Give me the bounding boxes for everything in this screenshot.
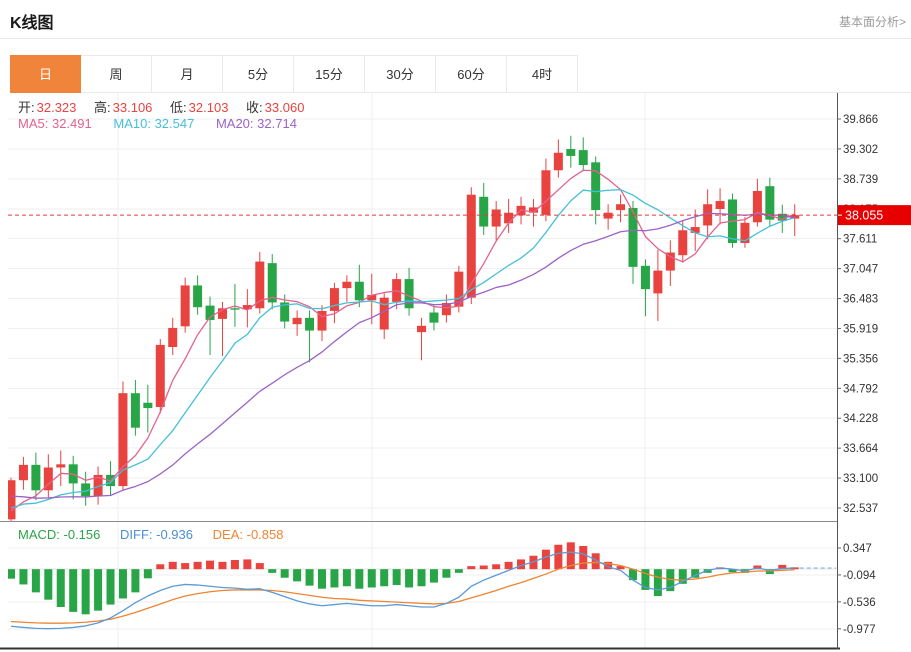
macd-legend: MACD: -0.156 DIFF: -0.936 DEA: -0.858 <box>18 527 299 542</box>
diff-label: DIFF: <box>120 527 153 542</box>
tab-15分[interactable]: 15分 <box>294 55 365 93</box>
diff-pair: DIFF: -0.936 <box>120 527 193 542</box>
ma-legend: MA5: 32.491 MA10: 32.547 MA20: 32.714 <box>18 116 315 131</box>
svg-text:37.047: 37.047 <box>843 264 878 276</box>
ma20-line <box>10 212 795 499</box>
close-value: 33.060 <box>264 100 305 115</box>
fundamental-analysis-link[interactable]: 基本面分析> <box>838 15 906 29</box>
tab-月[interactable]: 月 <box>152 55 223 93</box>
ma20-label: MA20: <box>215 116 254 131</box>
svg-text:37.611: 37.611 <box>843 234 877 246</box>
gridlines <box>8 93 837 648</box>
timeframe-tabs: 日周月 5分 15分 30分 60分 4时 <box>10 55 911 93</box>
high-value: 33.106 <box>112 100 153 115</box>
svg-text:34.228: 34.228 <box>843 413 878 425</box>
ma10-pair: MA10: 32.547 <box>113 116 194 131</box>
svg-text:-0.977: -0.977 <box>843 624 876 636</box>
high-label: 高: <box>94 100 111 115</box>
dea-label: DEA: <box>212 527 243 542</box>
macd-label: MACD: <box>18 527 60 542</box>
close-label: 收: <box>246 100 263 115</box>
header: K线图 基本面分析> <box>0 0 911 39</box>
svg-text:38.055: 38.055 <box>845 209 883 223</box>
ma5-line <box>10 169 795 512</box>
open-value: 32.323 <box>36 100 77 115</box>
tab-5分[interactable]: 5分 <box>223 55 294 93</box>
macd-panel <box>8 542 836 630</box>
svg-text:0.347: 0.347 <box>843 543 872 555</box>
tab-60分[interactable]: 60分 <box>436 55 507 93</box>
tab-周[interactable]: 周 <box>81 55 152 93</box>
tab-日[interactable]: 日 <box>10 55 81 93</box>
svg-text:33.664: 33.664 <box>843 443 879 455</box>
tab-30分[interactable]: 30分 <box>365 55 436 93</box>
price-axis-labels: 39.86639.30238.73938.17537.61137.04736.4… <box>837 114 879 636</box>
svg-text:39.302: 39.302 <box>843 144 878 156</box>
ma5-label: MA5: <box>18 116 49 131</box>
low-value: 32.103 <box>188 100 229 115</box>
axes <box>0 93 840 650</box>
diff-value: -0.936 <box>156 527 194 542</box>
svg-text:39.866: 39.866 <box>843 114 878 126</box>
tab-4时[interactable]: 4时 <box>507 55 578 93</box>
svg-text:33.100: 33.100 <box>843 473 878 485</box>
svg-text:38.739: 38.739 <box>843 174 878 186</box>
ohlc-legend: 开: 32.323 高: 33.106 低: 32.103 收: 33.060 <box>18 97 318 116</box>
main-price-panel <box>8 135 800 521</box>
ma20-pair: MA20: 32.714 <box>216 116 297 131</box>
svg-text:-0.536: -0.536 <box>843 597 876 609</box>
svg-text:35.356: 35.356 <box>843 353 878 365</box>
svg-text:34.792: 34.792 <box>843 383 878 395</box>
svg-text:36.483: 36.483 <box>843 294 878 306</box>
dea-pair: DEA: -0.858 <box>213 527 284 542</box>
page-title: K线图 <box>10 15 54 32</box>
tabs-filler <box>578 55 911 93</box>
macd-pair: MACD: -0.156 <box>18 527 100 542</box>
dea-value: -0.858 <box>246 527 284 542</box>
macd-value: -0.156 <box>63 527 101 542</box>
ma10-line <box>10 189 795 509</box>
ma10-value: 32.547 <box>154 116 195 131</box>
kline-chart[interactable]: 39.86639.30238.73938.17537.61137.04736.4… <box>0 93 911 652</box>
svg-text:-0.094: -0.094 <box>843 570 876 582</box>
ma20-value: 32.714 <box>257 116 297 131</box>
svg-text:35.919: 35.919 <box>843 323 878 335</box>
ma10-label: MA10: <box>113 116 151 131</box>
current-price-tag: 38.055 <box>838 205 911 226</box>
open-label: 开: <box>18 100 35 115</box>
svg-text:32.537: 32.537 <box>843 503 878 515</box>
ma5-value: 32.491 <box>51 116 92 131</box>
ma5-pair: MA5: 32.491 <box>18 116 92 131</box>
low-label: 低: <box>170 100 187 115</box>
